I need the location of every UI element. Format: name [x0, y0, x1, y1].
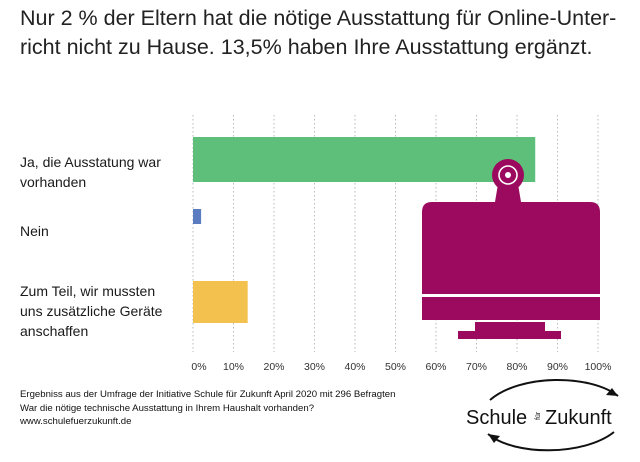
category-label-ja: Ja, die Ausstatung war vorhanden: [20, 152, 190, 192]
footer-question: War die nötige technische Ausstattung in…: [20, 402, 315, 414]
monitor-stand: [475, 322, 545, 332]
x-tick-label: 10%: [223, 361, 244, 373]
chart-footer: Ergebniss aus der Umfrage der Initiative…: [20, 388, 470, 429]
category-label-ja-line-1: Ja, die Ausstatung war: [20, 154, 161, 170]
bar-2: [193, 281, 248, 323]
logo-arrowhead-top: [606, 388, 618, 396]
monitor-screen-divider: [422, 294, 600, 297]
title-line-1: Nur 2 % der Eltern hat die nötige Aussta…: [20, 6, 617, 30]
logo-word-zukunft: Zukunft: [545, 407, 612, 429]
computer-monitor-webcam-icon: [422, 159, 600, 339]
x-tick-label: 50%: [385, 361, 406, 373]
schule-fuer-zukunft-logo: Schule für Zukunft: [466, 378, 619, 452]
category-label-zum-teil-line-3: anschaffen: [20, 323, 89, 339]
category-label-zum-teil-line-2: uns zusätzliche Geräte: [20, 303, 163, 319]
bar-1: [193, 209, 202, 224]
category-label-nein-line-1: Nein: [20, 223, 49, 239]
x-tick-label: 20%: [263, 361, 284, 373]
monitor-base: [458, 331, 561, 339]
bar-0: [193, 137, 536, 182]
logo-word-fuer: für: [535, 411, 542, 420]
x-tick-label: 80%: [506, 361, 527, 373]
monitor-body: [422, 202, 600, 320]
footer-url[interactable]: www.schulefuerzukunft.de: [20, 416, 132, 427]
category-label-zum-teil-line-1: Zum Teil, wir mussten: [20, 283, 156, 299]
logo-word-schule: Schule: [466, 407, 527, 429]
webcam-lens: [505, 172, 511, 178]
logo-arrow-top: [489, 378, 619, 401]
x-tick-label: 30%: [304, 361, 325, 373]
webcam-ring: [498, 165, 518, 185]
x-tick-label: 70%: [466, 361, 487, 373]
x-tick-label: 0%: [191, 361, 206, 373]
category-label-nein: Nein: [20, 221, 190, 241]
category-label-zum-teil: Zum Teil, wir mussten uns zusätzliche Ge…: [20, 281, 190, 341]
chart-title: Nur 2 % der Eltern hat die nötige Aussta…: [20, 4, 630, 62]
footer-source: Ergebniss aus der Umfrage der Initiative…: [20, 389, 396, 400]
x-tick-label: 40%: [344, 361, 365, 373]
logo-arrowhead-bottom: [488, 434, 500, 443]
chart-bars: [193, 137, 536, 323]
category-label-ja-line-2: vorhanden: [20, 174, 87, 190]
x-tick-label: 100%: [585, 361, 612, 373]
x-tick-label: 60%: [425, 361, 446, 373]
x-axis-ticks: 0% 10% 20% 30% 40% 50% 60% 70% 80% 90% 100%: [191, 361, 611, 373]
title-line-2: richt nicht zu Hause. 13,5% haben Ihre A…: [20, 35, 593, 59]
x-tick-label: 90%: [547, 361, 568, 373]
logo-arrow-bottom: [487, 431, 615, 452]
